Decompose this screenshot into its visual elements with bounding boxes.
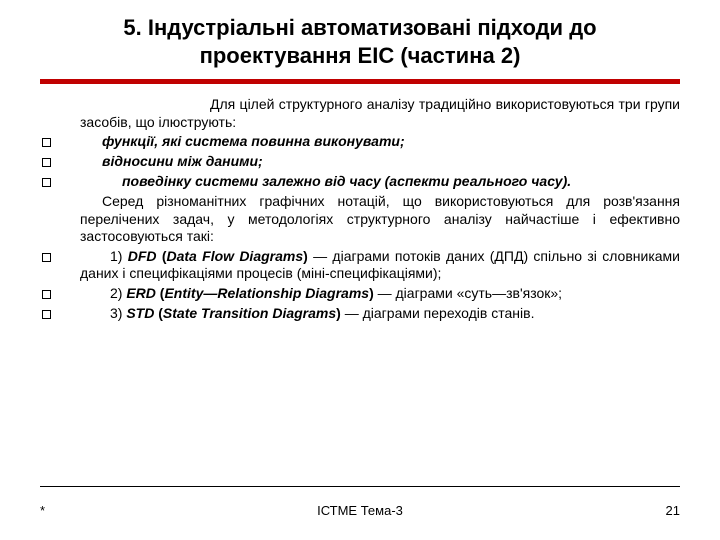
slide-footer: * ІСТМЕ Тема-3 21 <box>40 486 680 518</box>
bullet-text: поведінку системи залежно від часу (аспе… <box>80 173 680 191</box>
intro-paragraph: Для цілей структурного аналізу традиційн… <box>80 96 680 131</box>
accent-bar <box>40 79 680 84</box>
square-bullet-icon <box>40 305 80 323</box>
numbered-item: 1) DFD (Data Flow Diagrams) — діаграми п… <box>40 248 680 283</box>
square-bullet-item: поведінку системи залежно від часу (аспе… <box>40 173 680 191</box>
square-bullet-icon <box>40 285 80 303</box>
footer-divider <box>40 486 680 487</box>
square-bullet-icon <box>40 173 80 191</box>
square-bullet-icon <box>40 133 80 151</box>
footer-center: ІСТМЕ Тема-3 <box>120 503 600 518</box>
bullet-text: функції, які система повинна виконувати; <box>80 133 680 151</box>
footer-left: * <box>40 503 120 518</box>
second-paragraph: Серед різноманітних графічних нотацій, щ… <box>80 193 680 246</box>
square-bullet-item: функції, які система повинна виконувати; <box>40 133 680 151</box>
footer-row: * ІСТМЕ Тема-3 21 <box>40 503 680 518</box>
square-bullet-icon <box>40 248 80 266</box>
slide-title: 5. Індустріальні автоматизовані підходи … <box>60 14 660 69</box>
footer-page-number: 21 <box>600 503 680 518</box>
bullet-text: відносини між даними; <box>80 153 680 171</box>
numbered-text: 3) STD (State Transition Diagrams) — діа… <box>80 305 680 323</box>
square-bullet-icon <box>40 153 80 171</box>
numbered-item: 3) STD (State Transition Diagrams) — діа… <box>40 305 680 323</box>
slide-content: Для цілей структурного аналізу традиційн… <box>40 96 680 323</box>
numbered-text: 2) ERD (Entity—Relationship Diagrams) — … <box>80 285 680 303</box>
slide: 5. Індустріальні автоматизовані підходи … <box>0 0 720 540</box>
numbered-item: 2) ERD (Entity—Relationship Diagrams) — … <box>40 285 680 303</box>
square-bullet-item: відносини між даними; <box>40 153 680 171</box>
numbered-text: 1) DFD (Data Flow Diagrams) — діаграми п… <box>80 248 680 283</box>
